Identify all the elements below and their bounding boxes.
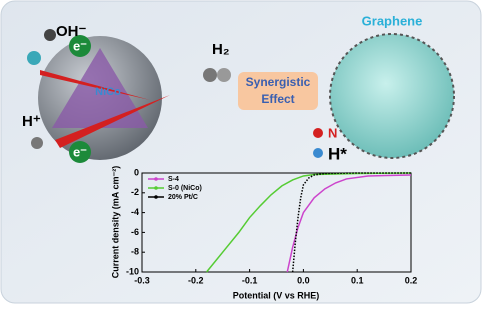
legend-label: 20% Pt/C (168, 194, 198, 201)
x-tick-label: 0.0 (297, 275, 310, 285)
h-dot (313, 148, 323, 158)
y-tick-label: -2 (131, 187, 139, 197)
x-tick-label: 0.2 (405, 275, 418, 285)
graphene-sphere (330, 34, 454, 158)
atom (203, 68, 217, 82)
x-tick-label: -0.1 (242, 275, 258, 285)
y-tick-label: -8 (131, 247, 139, 257)
legend-marker (154, 177, 158, 181)
atom (217, 68, 231, 82)
atom (31, 137, 43, 149)
legend-marker (154, 195, 158, 199)
legend-marker (154, 186, 158, 190)
label: e⁻ (73, 144, 87, 159)
y-tick-label: -4 (131, 207, 139, 217)
label: Effect (261, 92, 294, 106)
x-axis-label: Potential (V vs RHE) (233, 290, 320, 300)
label: OH⁻ (56, 23, 87, 40)
legend-label: S-4 (168, 176, 179, 183)
label: H⁺ (22, 113, 41, 130)
y-tick-label: -6 (131, 227, 139, 237)
label: N (328, 125, 337, 140)
x-tick-label: -0.2 (188, 275, 204, 285)
label: H* (328, 144, 347, 163)
label: Graphene (362, 13, 423, 28)
label: e⁻ (73, 38, 87, 53)
n-dot (313, 128, 323, 138)
label: H₂ (212, 41, 230, 58)
x-tick-label: 0.1 (351, 275, 364, 285)
figure: OH⁻ e⁻ H₂ Synergistic Effect Graphene N … (0, 0, 482, 304)
legend-label: S-0 (NiCo) (168, 185, 202, 192)
atom (44, 29, 56, 41)
y-tick-label: -10 (126, 266, 139, 276)
x-tick-label: -0.3 (134, 275, 150, 285)
label: NiCo (95, 86, 121, 98)
y-axis-label: Current density (mA cm⁻²) (110, 166, 120, 278)
label: Synergistic (246, 75, 311, 89)
atom (27, 51, 41, 65)
y-tick-label: 0 (134, 167, 139, 177)
